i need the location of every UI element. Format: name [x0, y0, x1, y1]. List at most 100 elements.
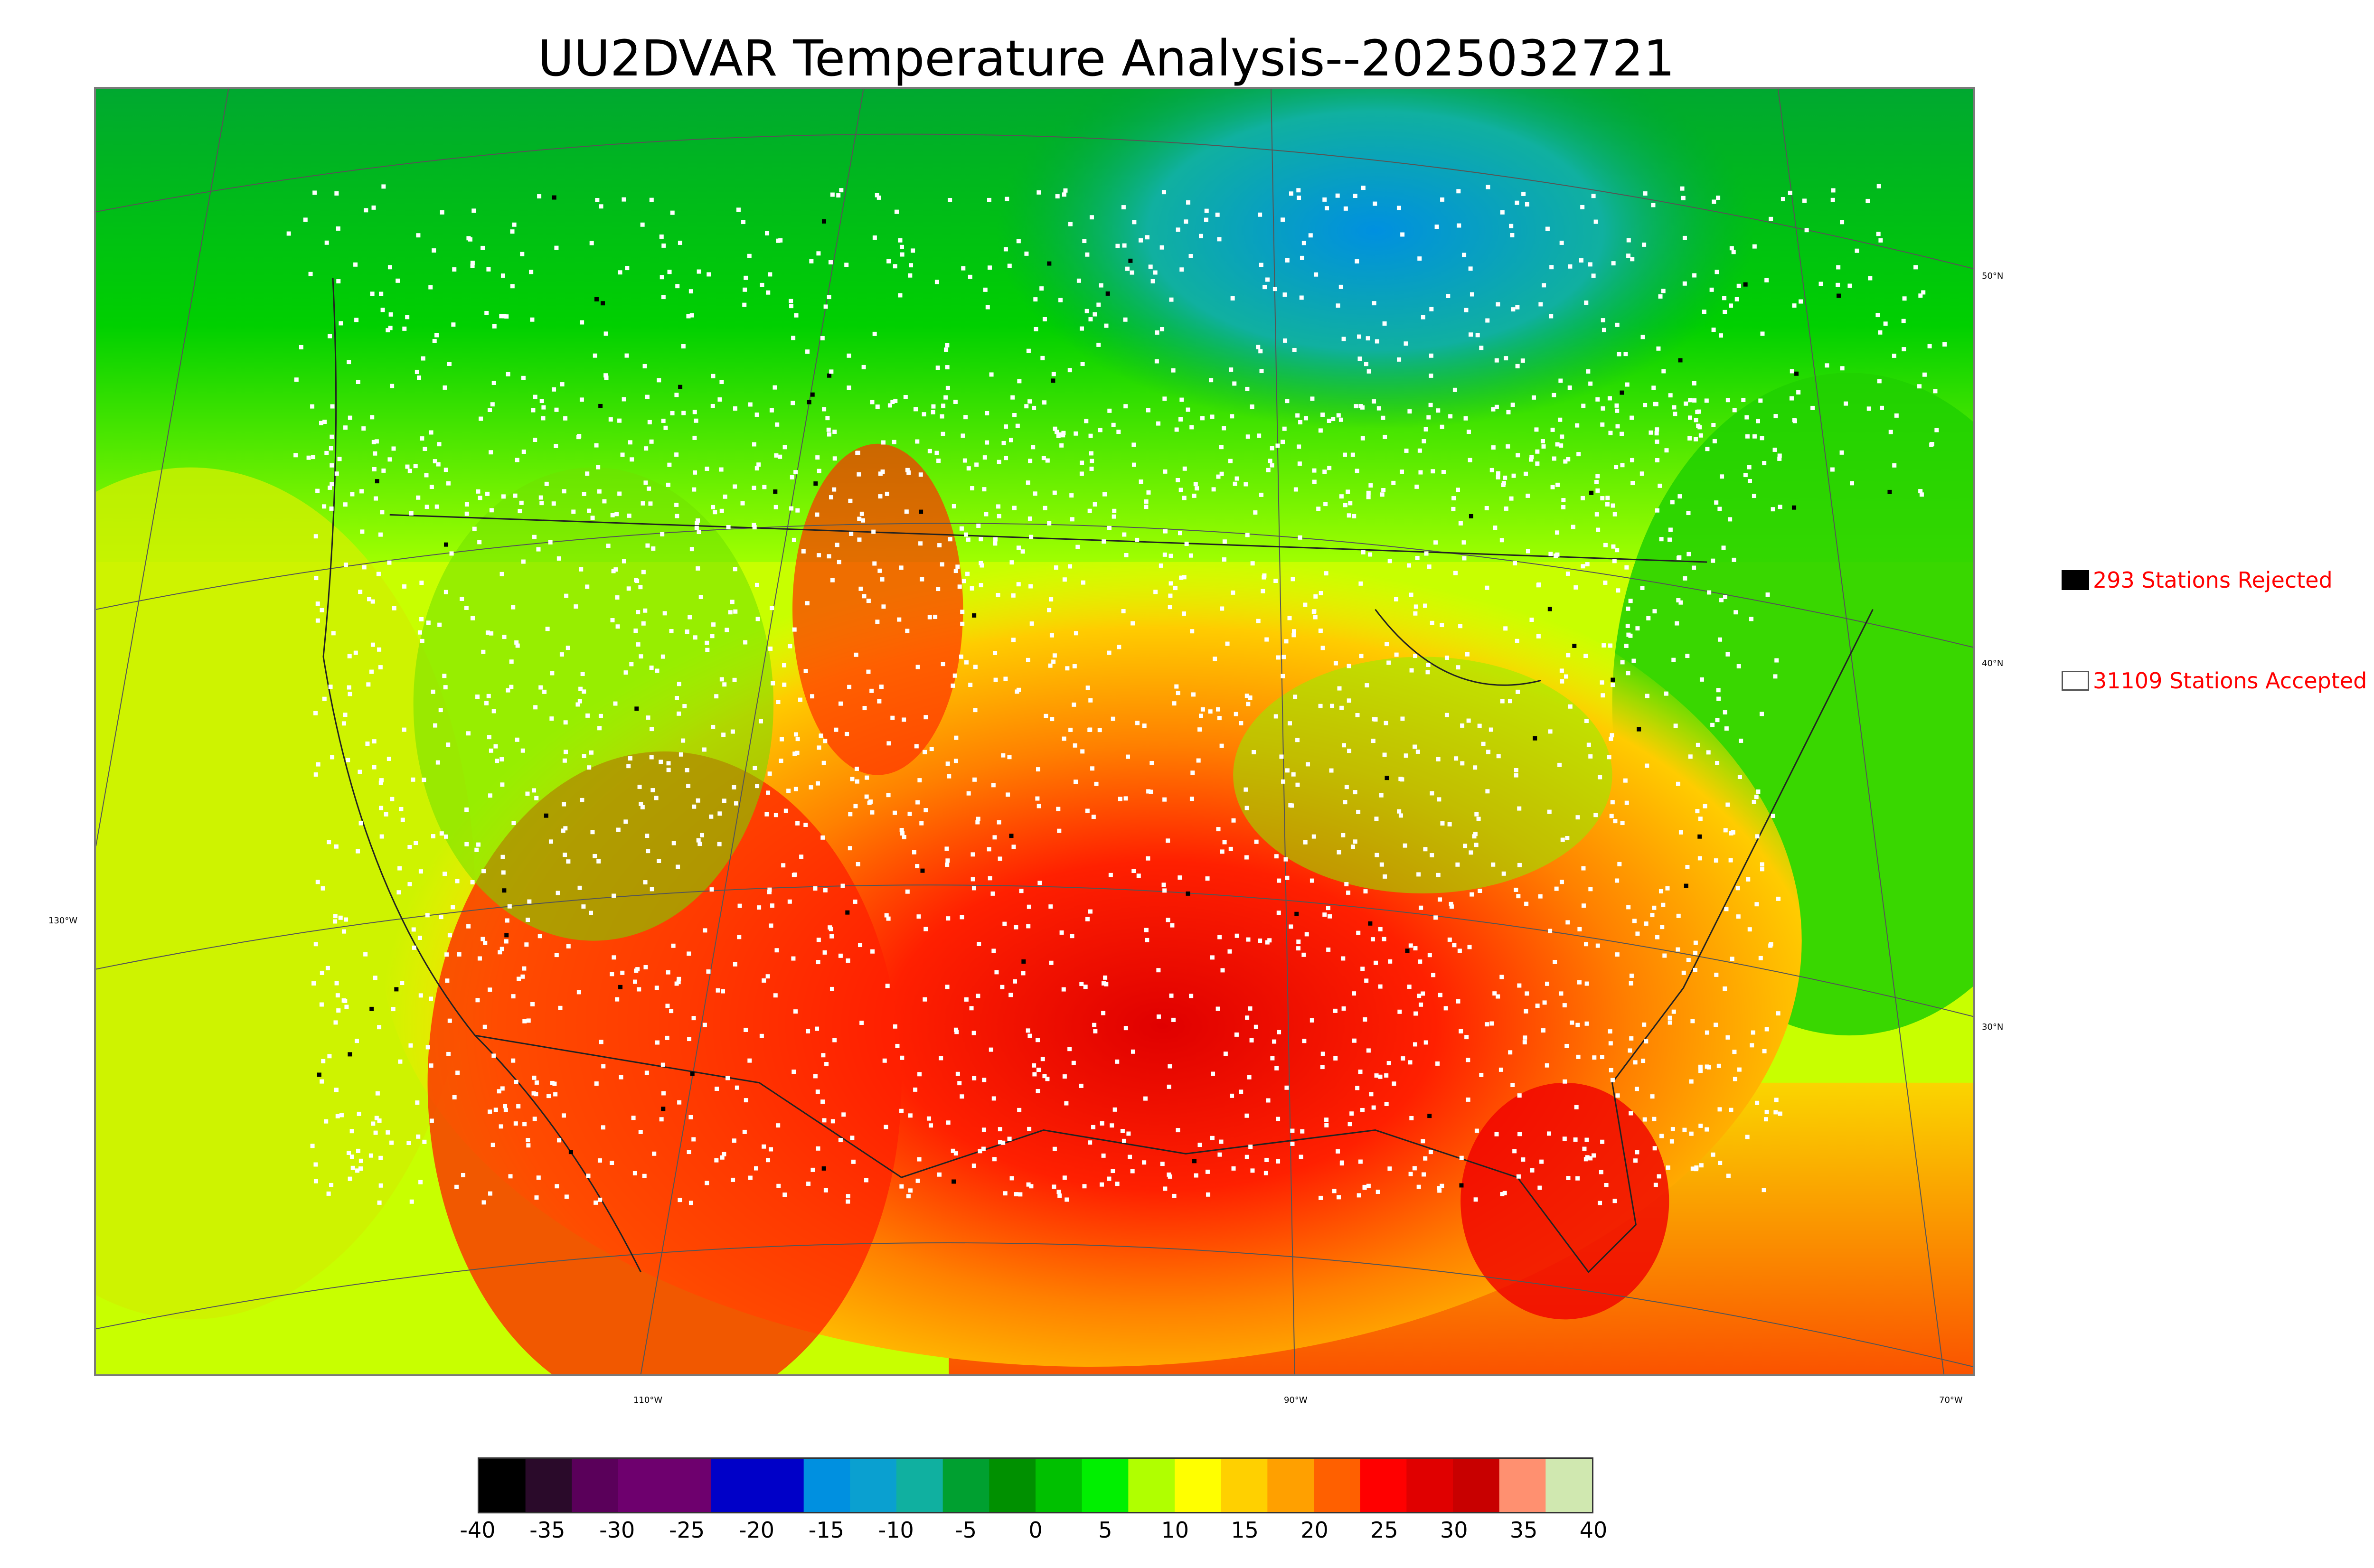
station-marker: [919, 509, 923, 514]
station-marker: [748, 1175, 753, 1180]
station-marker: [1720, 474, 1724, 479]
station-marker: [815, 1089, 820, 1094]
station-marker: [418, 869, 423, 874]
station-marker: [1363, 889, 1368, 894]
station-marker: [1437, 1188, 1442, 1193]
station-marker: [1250, 1168, 1255, 1173]
station-marker: [1386, 660, 1391, 665]
station-marker: [1475, 333, 1480, 338]
station-marker: [1733, 1077, 1737, 1081]
station-marker: [915, 665, 920, 669]
station-marker: [1308, 233, 1313, 238]
station-marker: [657, 378, 661, 383]
station-marker: [1764, 1027, 1769, 1032]
station-marker: [392, 606, 396, 610]
station-marker: [977, 941, 981, 946]
station-marker: [356, 1148, 360, 1153]
station-marker: [723, 494, 727, 499]
station-marker: [1076, 278, 1081, 283]
station-marker: [965, 572, 970, 576]
station-marker: [1642, 1117, 1647, 1122]
station-marker: [582, 754, 586, 759]
station-marker: [1579, 258, 1583, 263]
station-marker: [941, 404, 946, 408]
station-marker: [1479, 1072, 1484, 1077]
station-marker: [670, 210, 675, 215]
station-marker: [691, 1137, 696, 1142]
station-marker: [1206, 1192, 1211, 1197]
station-marker: [1391, 480, 1396, 485]
station-marker: [387, 457, 392, 462]
station-marker: [429, 1118, 434, 1123]
station-marker: [1149, 761, 1154, 765]
station-marker: [1565, 920, 1570, 925]
station-marker: [311, 455, 316, 460]
station-marker: [1672, 405, 1677, 410]
station-marker: [1112, 514, 1116, 519]
station-marker: [1139, 479, 1143, 484]
station-marker: [657, 859, 661, 863]
colorbar-segment: [1360, 1459, 1407, 1512]
station-marker: [364, 208, 368, 213]
station-marker: [1729, 831, 1733, 836]
station-marker: [1171, 1017, 1176, 1022]
station-marker: [1452, 943, 1457, 948]
station-marker: [1247, 1075, 1252, 1080]
station-marker: [886, 259, 891, 263]
station-marker: [313, 772, 318, 777]
station-marker: [752, 523, 756, 527]
station-marker: [1769, 216, 1773, 221]
station-marker: [674, 452, 679, 457]
station-marker: [1107, 526, 1112, 530]
station-marker: [1088, 1140, 1093, 1145]
station-marker: [1394, 597, 1399, 601]
station-marker: [1437, 797, 1441, 802]
station-marker: [628, 756, 632, 761]
station-marker: [685, 629, 689, 634]
station-marker: [511, 821, 516, 826]
station-marker: [1178, 488, 1183, 492]
station-marker: [478, 496, 482, 500]
station-marker: [795, 737, 800, 742]
station-marker: [1068, 564, 1073, 569]
station-marker: [805, 601, 810, 606]
station-marker: [1388, 959, 1393, 964]
station-marker: [1217, 716, 1222, 721]
station-marker: [310, 1144, 315, 1148]
station-marker: [1359, 654, 1364, 658]
station-marker: [431, 834, 435, 839]
station-marker: [1658, 483, 1662, 488]
station-marker: [1446, 294, 1451, 298]
station-marker: [1626, 606, 1630, 611]
station-marker: [1035, 796, 1040, 801]
colorbar-gradient: [479, 1459, 1592, 1512]
station-marker: [1489, 468, 1494, 472]
station-marker: [1088, 433, 1093, 438]
station-marker: [1285, 875, 1290, 880]
station-marker: [396, 890, 401, 895]
station-marker: [1510, 233, 1515, 237]
station-marker: [317, 1072, 321, 1077]
station-marker: [1693, 437, 1698, 441]
station-marker: [970, 877, 975, 882]
station-marker: [1350, 452, 1355, 457]
station-marker: [944, 347, 949, 352]
station-marker: [911, 248, 915, 253]
station-marker: [347, 685, 351, 690]
station-marker: [840, 883, 845, 888]
station-marker: [705, 648, 710, 652]
station-marker: [645, 543, 650, 548]
station-marker: [759, 1033, 764, 1038]
station-marker: [1404, 341, 1408, 346]
station-marker: [1168, 605, 1172, 610]
station-marker: [1267, 938, 1272, 943]
station-marker: [1695, 809, 1700, 814]
station-marker: [1919, 492, 1924, 497]
station-marker: [417, 376, 422, 380]
station-marker: [490, 1143, 495, 1147]
station-marker: [880, 469, 885, 474]
station-marker: [854, 766, 859, 771]
station-marker: [845, 732, 849, 736]
station-marker: [1253, 510, 1258, 515]
station-marker: [1594, 512, 1599, 517]
